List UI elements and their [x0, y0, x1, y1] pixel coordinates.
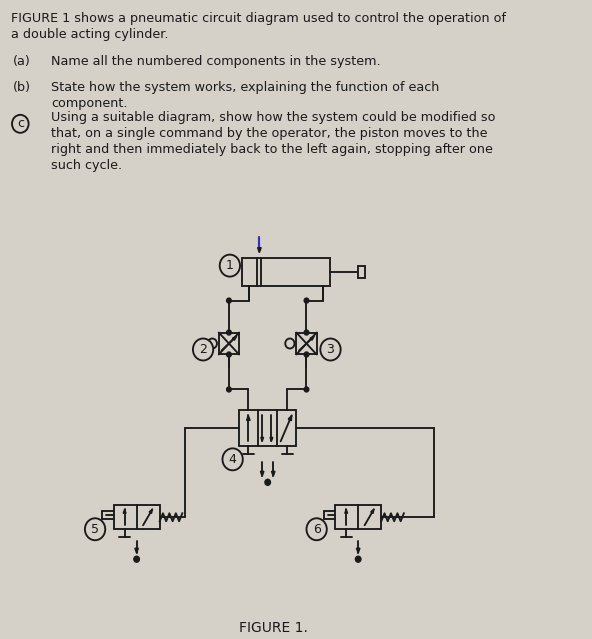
Circle shape [220, 254, 240, 277]
Circle shape [227, 298, 231, 303]
Text: Using a suitable diagram, show how the system could be modified so: Using a suitable diagram, show how the s… [51, 111, 496, 124]
Circle shape [304, 387, 309, 392]
Circle shape [193, 339, 213, 360]
Text: component.: component. [51, 97, 127, 110]
Text: such cycle.: such cycle. [51, 158, 122, 172]
Text: Name all the numbered components in the system.: Name all the numbered components in the … [51, 55, 381, 68]
Text: FIGURE 1 shows a pneumatic circuit diagram used to control the operation of: FIGURE 1 shows a pneumatic circuit diagr… [11, 12, 506, 25]
Text: FIGURE 1.: FIGURE 1. [239, 621, 308, 635]
Circle shape [12, 115, 28, 133]
Text: 3: 3 [327, 343, 334, 356]
Text: (a): (a) [13, 55, 31, 68]
Circle shape [265, 479, 271, 485]
Text: that, on a single command by the operator, the piston moves to the: that, on a single command by the operato… [51, 127, 487, 140]
Polygon shape [123, 509, 126, 513]
Polygon shape [233, 337, 236, 341]
Polygon shape [260, 437, 263, 442]
Bar [242, 258, 330, 286]
Text: a double acting cylinder.: a double acting cylinder. [11, 28, 169, 41]
Circle shape [355, 556, 361, 562]
Circle shape [227, 387, 231, 392]
Polygon shape [149, 509, 152, 514]
Bar [239, 410, 297, 447]
Text: right and then immediately back to the left again, stopping after one: right and then immediately back to the l… [51, 142, 493, 156]
Polygon shape [272, 472, 275, 476]
Polygon shape [247, 415, 250, 420]
Polygon shape [310, 337, 314, 341]
Text: 2: 2 [199, 343, 207, 356]
Circle shape [223, 449, 243, 470]
Text: (b): (b) [13, 81, 31, 94]
Polygon shape [258, 248, 261, 252]
Circle shape [85, 518, 105, 540]
Polygon shape [270, 437, 273, 442]
Circle shape [227, 352, 231, 357]
Circle shape [134, 556, 139, 562]
Polygon shape [345, 509, 348, 513]
Circle shape [307, 518, 327, 540]
Bar [297, 332, 317, 355]
Text: State how the system works, explaining the function of each: State how the system works, explaining t… [51, 81, 439, 94]
Bar [114, 505, 160, 529]
Circle shape [304, 298, 309, 303]
Text: c: c [17, 118, 24, 130]
Circle shape [285, 339, 294, 348]
Circle shape [304, 330, 309, 335]
Polygon shape [135, 548, 139, 553]
Polygon shape [356, 548, 360, 553]
Polygon shape [260, 472, 264, 476]
Bar [358, 266, 365, 277]
Circle shape [227, 330, 231, 335]
Polygon shape [371, 509, 374, 514]
Circle shape [320, 339, 340, 360]
Text: 1: 1 [226, 259, 234, 272]
Text: 6: 6 [313, 523, 321, 535]
Text: 5: 5 [91, 523, 99, 535]
Bar [335, 505, 381, 529]
Polygon shape [288, 415, 292, 420]
Circle shape [304, 352, 309, 357]
Circle shape [208, 339, 217, 348]
Bar [219, 332, 239, 355]
Text: 4: 4 [229, 453, 237, 466]
